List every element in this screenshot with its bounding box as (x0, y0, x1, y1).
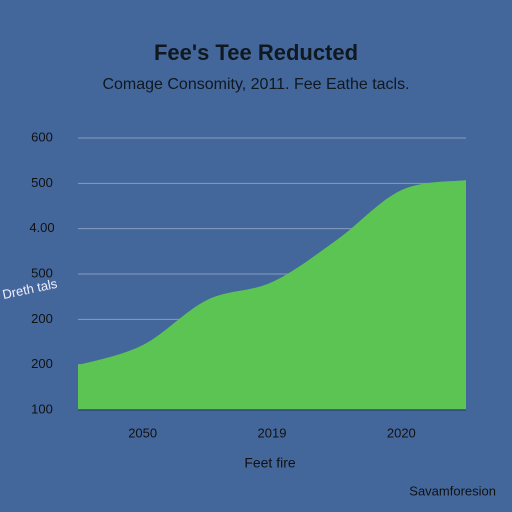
x-tick-label: 2050 (128, 425, 157, 440)
y-tick-label: 500 (31, 265, 53, 280)
x-tick-label: 2019 (258, 425, 287, 440)
chart-title: Fee's Tee Reducted (154, 40, 358, 65)
y-tick-label: 100 (31, 401, 53, 416)
y-tick-label: 500 (31, 175, 53, 190)
area (78, 180, 466, 410)
y-tick-label: 600 (31, 129, 53, 144)
chart-subtitle: Comage Consomity, 2011. Fee Eathe tacls. (102, 76, 409, 93)
x-tick-label: 2020 (387, 425, 416, 440)
y-tick-label: 200 (31, 356, 53, 371)
y-tick-label: 200 (31, 311, 53, 326)
y-tick-label: 4.00 (29, 220, 54, 235)
x-axis-label: Feet fire (244, 455, 296, 471)
source-note: Savamforesion (409, 483, 496, 498)
